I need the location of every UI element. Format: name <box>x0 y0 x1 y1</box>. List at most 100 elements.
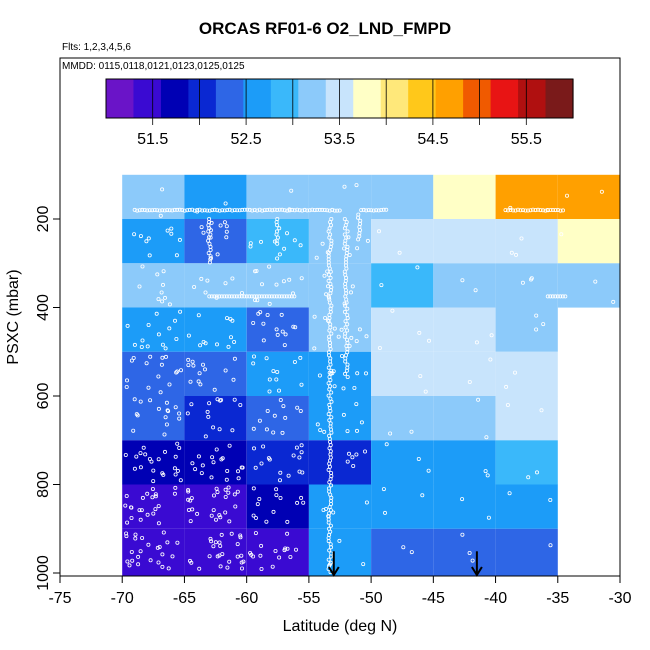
sample-point <box>136 554 141 559</box>
sample-point <box>344 300 349 305</box>
sample-point <box>366 208 371 213</box>
sample-point <box>251 446 256 451</box>
sample-point <box>331 369 336 374</box>
sample-point <box>599 189 604 194</box>
sample-point <box>292 294 297 299</box>
sample-point <box>211 493 216 498</box>
sample-point <box>215 208 220 213</box>
sample-point <box>129 358 134 363</box>
sample-point <box>196 454 201 459</box>
y-axis-label: PSXC (mbar) <box>5 269 22 364</box>
sample-point <box>214 342 219 347</box>
sample-point <box>205 278 210 283</box>
sample-point <box>287 277 292 282</box>
sample-point <box>132 342 137 347</box>
sample-point <box>178 368 183 373</box>
sample-point <box>376 229 381 234</box>
sample-point <box>223 494 228 499</box>
x-axis-label: Latitude (deg N) <box>283 618 398 635</box>
sample-point <box>350 284 355 289</box>
sample-point <box>272 207 277 212</box>
sample-point <box>207 260 212 265</box>
sample-point <box>322 429 327 434</box>
sample-point <box>125 520 130 525</box>
sample-point <box>219 294 224 299</box>
sample-point <box>156 406 161 411</box>
sample-point <box>264 356 269 361</box>
sample-point <box>508 207 513 212</box>
sample-point <box>151 468 156 473</box>
sample-point <box>159 290 164 295</box>
sample-point <box>265 312 270 317</box>
sample-point <box>293 547 298 552</box>
sample-point <box>178 309 183 314</box>
sample-point <box>253 516 258 521</box>
sample-point <box>220 208 225 213</box>
sample-point <box>551 207 556 212</box>
sample-point <box>277 294 282 299</box>
sample-point <box>328 347 333 352</box>
sample-point <box>152 207 157 212</box>
sample-point <box>223 201 228 206</box>
sample-point <box>175 540 180 545</box>
sample-point <box>474 340 479 345</box>
sample-point <box>259 543 264 548</box>
sample-point <box>295 500 300 505</box>
sample-point <box>326 539 331 544</box>
sample-point <box>253 531 258 536</box>
colorbar-swatch <box>270 79 299 118</box>
sample-point <box>206 414 211 419</box>
sample-point <box>312 208 317 213</box>
sample-point <box>251 320 256 325</box>
sample-point <box>513 370 518 375</box>
sample-point <box>284 294 289 299</box>
sample-point <box>172 491 177 496</box>
sample-point <box>325 269 330 274</box>
sample-point <box>192 208 197 213</box>
sample-point <box>508 205 513 210</box>
sample-point <box>335 208 340 213</box>
sample-point <box>484 435 489 440</box>
sample-point <box>197 371 202 376</box>
sample-point <box>213 540 218 545</box>
sample-point <box>350 455 355 460</box>
sample-point <box>223 281 228 286</box>
sample-point <box>342 246 347 251</box>
sample-point <box>236 476 241 481</box>
sample-point <box>197 207 202 212</box>
heatmap-cell <box>433 219 496 264</box>
sample-point <box>426 468 431 473</box>
sample-point <box>161 269 166 274</box>
sample-point <box>376 208 381 213</box>
y-tick-label: 600 <box>35 383 52 410</box>
sample-point <box>235 542 240 547</box>
sample-point <box>225 565 230 570</box>
sample-point <box>423 389 428 394</box>
sample-point <box>293 325 298 330</box>
sample-point <box>175 468 180 473</box>
sample-point <box>332 326 337 331</box>
sample-point <box>281 404 286 409</box>
sample-point <box>172 318 177 323</box>
sample-point <box>222 220 227 225</box>
heatmap-cell <box>246 396 309 441</box>
heatmap-cell <box>246 528 309 577</box>
sample-point <box>317 373 322 378</box>
x-tick-label: -30 <box>608 590 631 607</box>
sample-point <box>521 208 526 213</box>
sample-point <box>379 207 384 212</box>
sample-point <box>254 294 259 299</box>
sample-point <box>137 284 142 289</box>
sample-point <box>271 430 276 435</box>
sample-point <box>312 346 317 351</box>
sample-point <box>138 234 143 239</box>
sample-point <box>275 207 280 212</box>
sample-point <box>328 483 333 488</box>
sample-point <box>559 232 564 237</box>
sample-point <box>326 381 331 386</box>
sample-point <box>211 544 216 549</box>
sample-point <box>397 250 402 255</box>
sample-point <box>528 208 533 213</box>
sample-point <box>253 465 258 470</box>
sample-point <box>261 321 266 326</box>
